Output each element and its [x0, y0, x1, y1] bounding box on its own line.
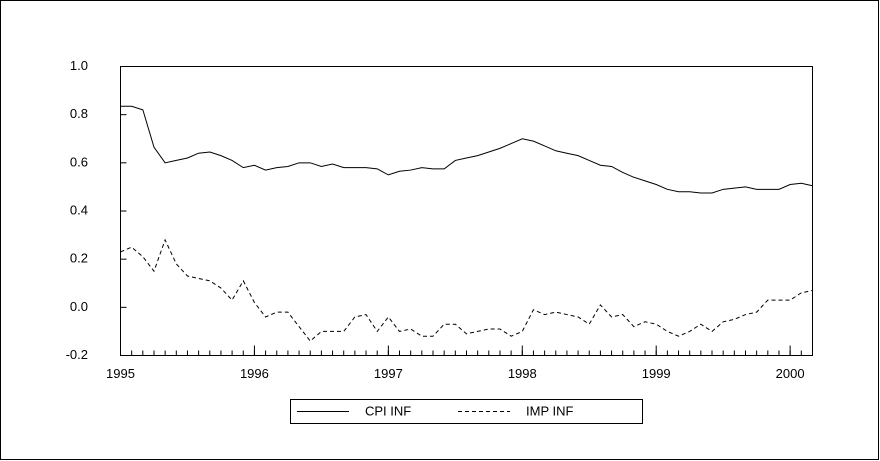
series-line	[120, 105, 813, 194]
y-tick-label: 0.2	[70, 251, 88, 266]
legend-box	[290, 399, 643, 424]
series-line	[120, 238, 813, 342]
plot-frame	[120, 66, 813, 356]
x-tick-label: 1995	[106, 366, 135, 381]
y-tick-label: 0.6	[70, 154, 88, 169]
y-tick-label: 0.0	[70, 299, 88, 314]
x-tick-label: 1999	[642, 366, 671, 381]
legend-label: IMP INF	[526, 403, 573, 418]
y-tick-label: 0.4	[70, 202, 88, 217]
x-tick-label: 1996	[240, 366, 269, 381]
x-tick-label: 1998	[508, 366, 537, 381]
legend-label: CPI INF	[365, 403, 411, 418]
x-tick-label: 2000	[776, 366, 805, 381]
y-tick-label: -0.2	[66, 347, 88, 362]
y-tick-label: 0.8	[70, 106, 88, 121]
y-tick-label: 1.0	[70, 58, 88, 73]
x-tick-label: 1997	[374, 366, 403, 381]
